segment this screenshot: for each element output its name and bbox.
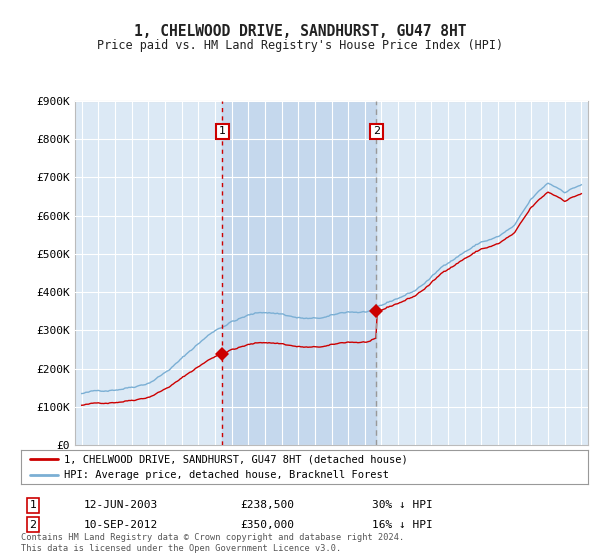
Text: HPI: Average price, detached house, Bracknell Forest: HPI: Average price, detached house, Brac…	[64, 470, 389, 480]
Text: 2: 2	[29, 520, 37, 530]
Text: Price paid vs. HM Land Registry's House Price Index (HPI): Price paid vs. HM Land Registry's House …	[97, 39, 503, 53]
Text: 12-JUN-2003: 12-JUN-2003	[84, 500, 158, 510]
Text: £350,000: £350,000	[240, 520, 294, 530]
Text: 1, CHELWOOD DRIVE, SANDHURST, GU47 8HT: 1, CHELWOOD DRIVE, SANDHURST, GU47 8HT	[134, 25, 466, 39]
Text: 2: 2	[373, 127, 380, 137]
Text: £238,500: £238,500	[240, 500, 294, 510]
Text: 1: 1	[219, 127, 226, 137]
Text: 30% ↓ HPI: 30% ↓ HPI	[372, 500, 433, 510]
Text: 1: 1	[29, 500, 37, 510]
Bar	[223, 101, 376, 445]
Text: 10-SEP-2012: 10-SEP-2012	[84, 520, 158, 530]
Text: 1, CHELWOOD DRIVE, SANDHURST, GU47 8HT (detached house): 1, CHELWOOD DRIVE, SANDHURST, GU47 8HT (…	[64, 454, 407, 464]
Text: Contains HM Land Registry data © Crown copyright and database right 2024.
This d: Contains HM Land Registry data © Crown c…	[21, 533, 404, 553]
Text: 16% ↓ HPI: 16% ↓ HPI	[372, 520, 433, 530]
